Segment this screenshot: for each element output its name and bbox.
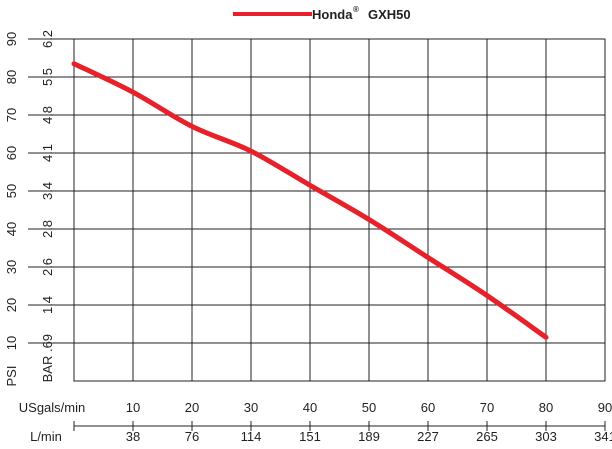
x-tick-label-lmin: 189 bbox=[358, 429, 380, 444]
x-tick-label-gal: 10 bbox=[126, 400, 140, 415]
x-tick-label-lmin: 38 bbox=[126, 429, 140, 444]
y-tick-label-bar: 5.5 bbox=[40, 68, 55, 86]
legend-model: GXH50 bbox=[368, 7, 411, 22]
y-tick-label-psi: 90 bbox=[4, 32, 19, 46]
x-tick-label-lmin: 76 bbox=[185, 429, 199, 444]
x-tick-label-gal: 40 bbox=[303, 400, 317, 415]
y-tick-label-bar: .69 bbox=[40, 334, 55, 352]
y-axis-title-bar: BAR bbox=[40, 356, 55, 383]
x-tick-label-gal: 70 bbox=[480, 400, 494, 415]
x-tick-label-gal: 30 bbox=[244, 400, 258, 415]
y-tick-label-bar: 4.1 bbox=[40, 144, 55, 162]
y-tick-label-bar: 4.8 bbox=[40, 106, 55, 124]
legend-registered-mark: ® bbox=[353, 5, 359, 14]
y-tick-label-psi: 10 bbox=[4, 336, 19, 350]
x-axis-title-lmin: L/min bbox=[30, 429, 62, 444]
y-tick-label-psi: 80 bbox=[4, 70, 19, 84]
x-tick-label-gal: 60 bbox=[421, 400, 435, 415]
x-tick-label-gal: 50 bbox=[362, 400, 376, 415]
x-tick-label-gal: 90 bbox=[598, 400, 612, 415]
x-tick-label-lmin: 114 bbox=[241, 429, 262, 444]
y-tick-label-bar: 3.4 bbox=[40, 182, 55, 200]
x-axis: USgals/min L/min 10 38 20 76 30 114 40 151 50 189 60… bbox=[19, 400, 612, 444]
x-axis-title-gal: USgals/min bbox=[19, 400, 85, 415]
series-line-gxh50 bbox=[71, 61, 549, 340]
y-tick-label-psi: 60 bbox=[4, 146, 19, 160]
x-tick-label-lmin: 265 bbox=[476, 429, 498, 444]
x-tick-label-lmin: 151 bbox=[299, 429, 321, 444]
y-tick-label-bar: 1.4 bbox=[40, 296, 55, 314]
x-tick-label-lmin: 341 bbox=[594, 429, 612, 444]
x-tick-label-gal: 20 bbox=[185, 400, 199, 415]
series bbox=[71, 61, 549, 340]
x-tick-label-lmin: 303 bbox=[535, 429, 557, 444]
y-tick-label-psi: 30 bbox=[4, 260, 19, 274]
y-tick-label-psi: 40 bbox=[4, 222, 19, 236]
grid bbox=[73, 38, 606, 382]
plot-frame bbox=[73, 38, 606, 382]
legend-brand: Honda bbox=[312, 7, 353, 22]
y-tick-label-bar: 2.8 bbox=[40, 220, 55, 238]
x-tick-label-lmin: 227 bbox=[417, 429, 439, 444]
y-tick-label-psi: 70 bbox=[4, 108, 19, 122]
y-tick-label-bar: 6.2 bbox=[40, 30, 55, 48]
y-tick-label-psi: 50 bbox=[4, 184, 19, 198]
x-tick-label-gal: 80 bbox=[539, 400, 553, 415]
y-axis: 10 .69 20 1.4 30 2.6 40 2.8 50 3.4 60 4.1 70 4.8 80 5.5… bbox=[4, 30, 74, 387]
y-tick-label-psi: 20 bbox=[4, 298, 19, 312]
legend: Honda ® GXH50 bbox=[233, 5, 411, 22]
y-tick-label-bar: 2.6 bbox=[40, 258, 55, 276]
y-axis-title-psi: PSI bbox=[4, 366, 19, 387]
